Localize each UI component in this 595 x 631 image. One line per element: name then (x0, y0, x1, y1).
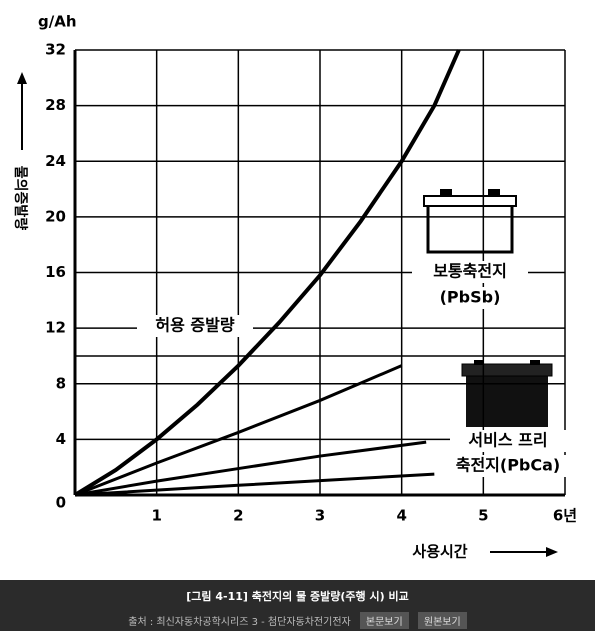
annotation: 허용 증발량 (155, 316, 234, 335)
y-tick-label: 32 (45, 41, 66, 59)
y-tick-label: 4 (56, 430, 66, 448)
x-tick-label: 2 (233, 507, 243, 525)
label-bg (412, 287, 528, 309)
annotation: 서비스 프리 (468, 431, 547, 450)
label-bg (412, 261, 528, 283)
series-line (73, 49, 461, 497)
annotation: (PbSb) (440, 288, 501, 307)
source-row: 출처 : 최신자동차공학시리즈 3 - 첨단자동차전기전자 본문보기 원본보기 (0, 612, 595, 629)
button[interactable]: 원본보기 (417, 612, 467, 629)
y-tick-label: 0 (56, 494, 66, 512)
x-tick-label: 5 (478, 507, 488, 525)
y-tick-label: 24 (45, 152, 66, 170)
series-line (74, 472, 435, 497)
y-tick-label: 12 (45, 319, 66, 337)
x-tick-label: 3 (315, 507, 325, 525)
y-axis-title: 물의증발량 (12, 166, 29, 231)
y-tick-label: 8 (56, 374, 66, 392)
series-line (74, 364, 403, 497)
x-arrow-head (546, 547, 558, 557)
y-unit: g/Ah (38, 13, 77, 31)
y-tick-label: 28 (45, 96, 66, 114)
y-tick-label: 20 (45, 207, 66, 225)
x-tick-label: 4 (396, 507, 406, 525)
source: 출처 : 최신자동차공학시리즈 3 - 첨단자동차전기전자 (128, 617, 351, 628)
battery-icon (423, 189, 517, 254)
label-bg (450, 430, 566, 452)
y-arrow-head (17, 72, 27, 84)
footer: [그림 4-11] 축전지의 물 증발량(주행 시) 비교 출처 : 최신자동차… (0, 580, 595, 631)
x-tick-label: 6년 (553, 507, 577, 525)
x-axis-title: 사용시간 (412, 543, 467, 561)
y-tick-label: 16 (45, 263, 66, 281)
button[interactable]: 본문보기 (359, 612, 409, 629)
label-bg (137, 315, 253, 337)
annotation: 보통축전지 (433, 262, 507, 281)
annotation: 축전지(PbCa) (456, 456, 561, 475)
battery-icon (461, 360, 553, 427)
label-bg (450, 455, 566, 477)
series-line (74, 440, 427, 497)
x-tick-label: 1 (151, 507, 161, 525)
caption: [그림 4-11] 축전지의 물 증발량(주행 시) 비교 (186, 590, 409, 603)
